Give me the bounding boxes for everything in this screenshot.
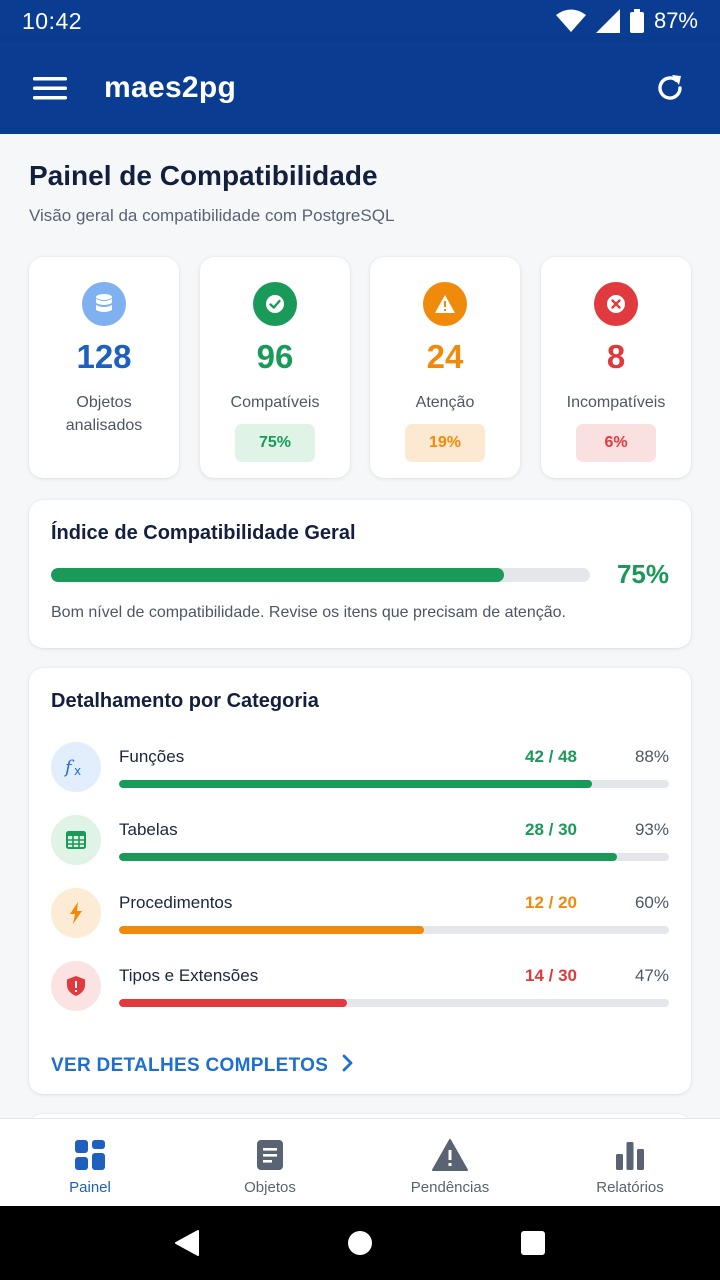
stat-card-attention[interactable]: 24 Atenção 19% [370,257,520,478]
stat-card-incompatible[interactable]: 8 Incompatíveis 6% [541,257,691,478]
category-progress-fill [119,853,617,861]
category-progress-fill [119,780,592,788]
nav-label: Objetos [244,1179,296,1196]
index-progress-fill [51,568,504,582]
next-card-partial [29,1114,691,1118]
dashboard-icon [72,1137,108,1173]
category-name: Procedimentos [119,893,233,912]
bar-chart-icon [612,1137,648,1173]
stat-badge: 75% [235,424,315,462]
view-full-details-link[interactable]: VER DETALHES COMPLETOS [51,1054,354,1078]
category-percent: 60% [634,893,669,912]
refresh-icon[interactable] [650,68,690,108]
chevron-right-icon [342,1054,354,1078]
battery-icon [629,9,644,33]
warning-icon [423,282,467,326]
home-icon[interactable] [340,1223,380,1263]
stat-badge: 6% [576,424,656,462]
category-title: Detalhamento por Categoria [51,690,319,712]
category-progress-bar [119,853,669,861]
stat-label: Objetos analisados [65,394,143,434]
svg-text:x: x [74,764,81,778]
check-circle-icon [253,282,297,326]
compatibility-index-card: Índice de Compatibilidade Geral 75% Bom … [29,500,691,648]
category-name: Funções [119,747,185,766]
bolt-icon [51,888,101,938]
warning-icon [432,1137,468,1173]
page-subtitle: Visão geral da compatibilidade com Postg… [29,206,395,225]
category-progress-fill [119,999,348,1007]
category-row-types-extensions[interactable]: Tipos e Extensões 14 / 30 47% [51,961,669,1021]
nav-item-objects[interactable]: Objetos [180,1119,360,1206]
status-icons: 87% [555,8,698,34]
category-count: 42 / 48 [525,747,577,766]
index-percent: 75% [616,559,669,589]
status-bar: 10:42 87% [0,0,720,42]
database-icon [82,282,126,326]
stat-value: 96 [256,338,294,375]
stat-label: Compatíveis [230,394,320,411]
signal-icon [595,9,620,33]
bottom-nav: Painel Objetos Pendências Relatórios [0,1118,720,1206]
stat-value: 128 [76,338,132,375]
nav-label: Relatórios [596,1179,664,1196]
app-bar: maes2pg [0,42,720,134]
stat-value: 8 [606,338,626,375]
page-title: Painel de Compatibilidade [29,160,378,191]
category-count: 14 / 30 [525,966,577,985]
stat-label: Atenção [415,394,475,411]
category-count: 28 / 30 [525,820,577,839]
category-percent: 88% [634,747,669,766]
index-description: Bom nível de compatibilidade. Revise os … [51,604,566,621]
recents-icon[interactable] [513,1223,553,1263]
document-icon [252,1137,288,1173]
view-full-details-label: VER DETALHES COMPLETOS [51,1055,329,1076]
category-row-tables[interactable]: Tabelas 28 / 30 93% [51,815,669,875]
close-circle-icon [594,282,638,326]
stat-label: Incompatíveis [566,394,666,411]
category-progress-bar [119,780,669,788]
menu-icon[interactable] [30,68,70,108]
stat-card-analyzed[interactable]: 128 Objetos analisados [29,257,179,478]
category-count: 12 / 20 [525,893,577,912]
nav-item-reports[interactable]: Relatórios [540,1119,720,1206]
nav-label: Pendências [410,1179,490,1196]
index-progress-bar [51,568,590,582]
category-progress-fill [119,926,425,934]
nav-item-pending[interactable]: Pendências [360,1119,540,1206]
svg-text:f: f [64,757,75,778]
stat-value: 24 [426,338,464,375]
back-icon[interactable] [167,1223,207,1263]
category-progress-bar [119,999,669,1007]
system-nav-bar [0,1206,720,1280]
nav-label: Painel [69,1179,111,1196]
shield-icon [51,961,101,1011]
category-percent: 93% [634,820,669,839]
stat-badge: 19% [405,424,485,462]
app-title: maes2pg [104,71,237,104]
category-progress-bar [119,926,669,934]
battery-percent: 87% [653,8,698,33]
index-title: Índice de Compatibilidade Geral [51,522,356,544]
category-name: Tabelas [119,820,178,839]
category-row-procedures[interactable]: Procedimentos 12 / 20 60% [51,888,669,948]
nav-item-dashboard[interactable]: Painel [0,1119,180,1206]
category-name: Tipos e Extensões [119,966,259,985]
wifi-icon [555,9,586,33]
stat-card-compatible[interactable]: 96 Compatíveis 75% [200,257,350,478]
dashboard-content[interactable]: Painel de Compatibilidade Visão geral da… [0,134,720,1118]
status-time: 10:42 [22,7,83,34]
category-percent: 47% [634,966,669,985]
table-icon [51,815,101,865]
